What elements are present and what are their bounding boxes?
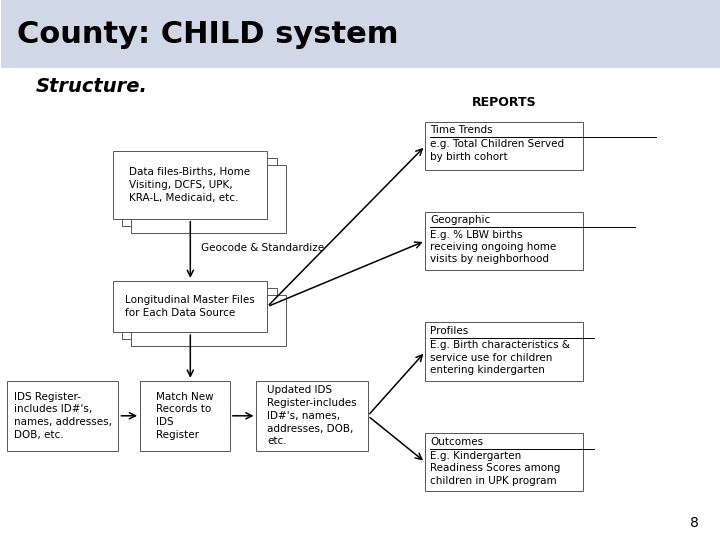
Text: Geocode & Standardize: Geocode & Standardize — [201, 244, 324, 253]
Text: Structure.: Structure. — [36, 77, 148, 96]
Text: e.g. Total Children Served
by birth cohort: e.g. Total Children Served by birth coho… — [431, 139, 564, 161]
FancyBboxPatch shape — [122, 288, 276, 339]
FancyBboxPatch shape — [426, 212, 583, 270]
FancyBboxPatch shape — [426, 322, 583, 381]
Text: E.g. Birth characteristics &
service use for children
entering kindergarten: E.g. Birth characteristics & service use… — [431, 340, 570, 375]
FancyBboxPatch shape — [131, 295, 286, 346]
Text: E.g. Kindergarten
Readiness Scores among
children in UPK program: E.g. Kindergarten Readiness Scores among… — [431, 451, 561, 485]
Text: Longitudinal Master Files
for Each Data Source: Longitudinal Master Files for Each Data … — [125, 295, 255, 318]
FancyBboxPatch shape — [122, 158, 276, 226]
Text: Updated IDS
Register-includes
ID#'s, names,
addresses, DOB,
etc.: Updated IDS Register-includes ID#'s, nam… — [267, 385, 357, 447]
FancyBboxPatch shape — [140, 381, 230, 451]
FancyBboxPatch shape — [1, 0, 720, 68]
Text: Match New
Records to
IDS
Register: Match New Records to IDS Register — [156, 392, 214, 440]
Text: Geographic: Geographic — [431, 215, 490, 226]
FancyBboxPatch shape — [426, 122, 583, 170]
FancyBboxPatch shape — [113, 281, 267, 332]
Text: Outcomes: Outcomes — [431, 437, 484, 447]
Text: Profiles: Profiles — [431, 326, 469, 336]
Text: 8: 8 — [690, 516, 698, 530]
FancyBboxPatch shape — [131, 165, 286, 233]
Text: Data files-Births, Home
Visiting, DCFS, UPK,
KRA-L, Medicaid, etc.: Data files-Births, Home Visiting, DCFS, … — [130, 167, 251, 202]
FancyBboxPatch shape — [7, 381, 119, 451]
FancyBboxPatch shape — [426, 433, 583, 491]
FancyBboxPatch shape — [256, 381, 368, 451]
Text: County: CHILD system: County: CHILD system — [17, 19, 399, 49]
Text: IDS Register-
includes ID#'s,
names, addresses,
DOB, etc.: IDS Register- includes ID#'s, names, add… — [14, 392, 112, 440]
FancyBboxPatch shape — [113, 151, 267, 219]
Text: REPORTS: REPORTS — [472, 96, 536, 109]
Text: E.g. % LBW births
receiving ongoing home
visits by neighborhood: E.g. % LBW births receiving ongoing home… — [431, 230, 557, 264]
Text: Time Trends: Time Trends — [431, 125, 493, 136]
